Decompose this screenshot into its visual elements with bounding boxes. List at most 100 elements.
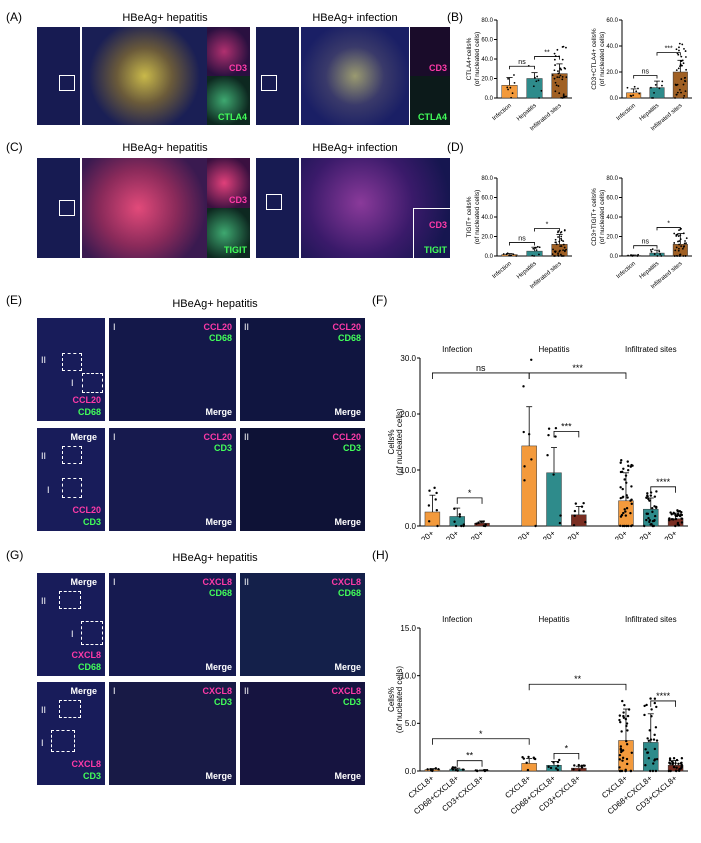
significance-bracket [528,372,627,379]
data-point [680,757,684,760]
data-point [619,524,622,528]
micro-image-e-bottom-ii: II CCL20 CD3 Merge [240,428,365,531]
data-point [540,89,543,92]
merge-label: Merge [205,407,232,417]
overview-image-e-top: II I CCL20 CD68 [37,318,105,421]
chart-h: 0.0 5.0 10.0 15.0 Cells% (of nucleated cells)… [387,615,688,816]
data-point [648,519,652,522]
micro-image-a-inf-ctla4: CTLA4 [410,76,450,125]
data-point [559,245,562,248]
data-point [619,515,623,518]
channel-label-ccl20: CCL20 [332,322,361,332]
data-point [547,427,551,430]
data-point [436,524,439,528]
bar [546,765,562,772]
data-point [680,245,683,248]
data-point [630,95,633,97]
data-point [680,55,683,58]
data-point [621,756,625,760]
data-point [558,92,561,95]
data-point [476,769,479,772]
channel-label-cxcl8: CXCL8 [331,577,361,587]
data-point [682,83,685,86]
data-point [618,766,621,769]
bar [521,763,537,772]
data-point [557,70,559,73]
roman-ii: II [244,686,250,696]
roman-ii: II [41,451,47,461]
overview-image-a-hep [37,27,80,125]
data-point [561,76,564,78]
data-point [618,753,622,757]
bar [449,516,465,527]
data-point [683,242,686,245]
micro-image-a-hep [82,27,207,125]
data-point [431,768,434,772]
data-point [651,510,654,514]
data-point [672,518,675,521]
data-point [558,758,561,762]
bar [424,511,441,527]
y-tick-label: 60.0 [606,196,618,202]
data-point [675,246,678,249]
data-point [562,93,565,96]
data-point [621,487,624,491]
merge-label: Merge [334,771,361,781]
merge-label: Merge [334,517,361,527]
data-point [618,718,621,722]
significance-label: * [546,222,549,229]
data-point [549,766,553,770]
significance-label: * [667,220,670,227]
data-point [649,697,652,700]
panel-letter-c: (C) [6,140,23,154]
data-point [680,521,684,524]
data-point [532,247,535,250]
data-point [678,42,681,45]
category-label: CCL20+ [601,528,630,540]
y-axis-label: Cells% [387,430,396,455]
significance-label: ns [518,235,526,242]
channel-label-cxcl8: CXCL8 [71,650,101,660]
roman-i: I [47,485,50,495]
data-point [510,254,513,257]
data-point [462,524,465,528]
y-tick-label: 40.0 [481,215,493,221]
channel-label-cxcl8: CXCL8 [202,686,232,696]
data-point [557,85,560,87]
significance-bracket [656,52,681,56]
data-point [643,524,646,528]
data-point [673,232,676,235]
merge-label: Merge [205,771,232,781]
channel-label-ctla4: CTLA4 [418,112,447,122]
data-point [654,769,658,773]
data-point [573,509,577,513]
data-point [625,524,628,528]
data-point [669,769,672,773]
significance-label: ** [544,50,550,57]
data-point [451,768,455,771]
data-point [670,513,673,516]
data-point [621,759,624,762]
data-point [658,87,661,90]
data-point [475,522,478,525]
data-point [668,517,671,520]
data-point [678,46,680,49]
data-point [574,502,578,505]
data-point [676,233,679,236]
significance-label: *** [665,46,673,53]
data-point [680,78,683,80]
data-point [618,714,622,717]
y-tick-label: 0.0 [405,767,417,776]
data-point [661,84,663,87]
roi-box-i [81,621,103,645]
category-label: Hepatitis [639,103,661,123]
data-point [625,762,629,766]
data-point [626,729,629,732]
data-point [661,80,664,83]
data-point [451,766,455,769]
data-point [629,511,632,515]
roman-i: I [113,686,116,696]
channel-label-cd3: CD3 [82,771,101,781]
data-point [513,74,515,76]
overview-image-c-hep [37,158,80,258]
